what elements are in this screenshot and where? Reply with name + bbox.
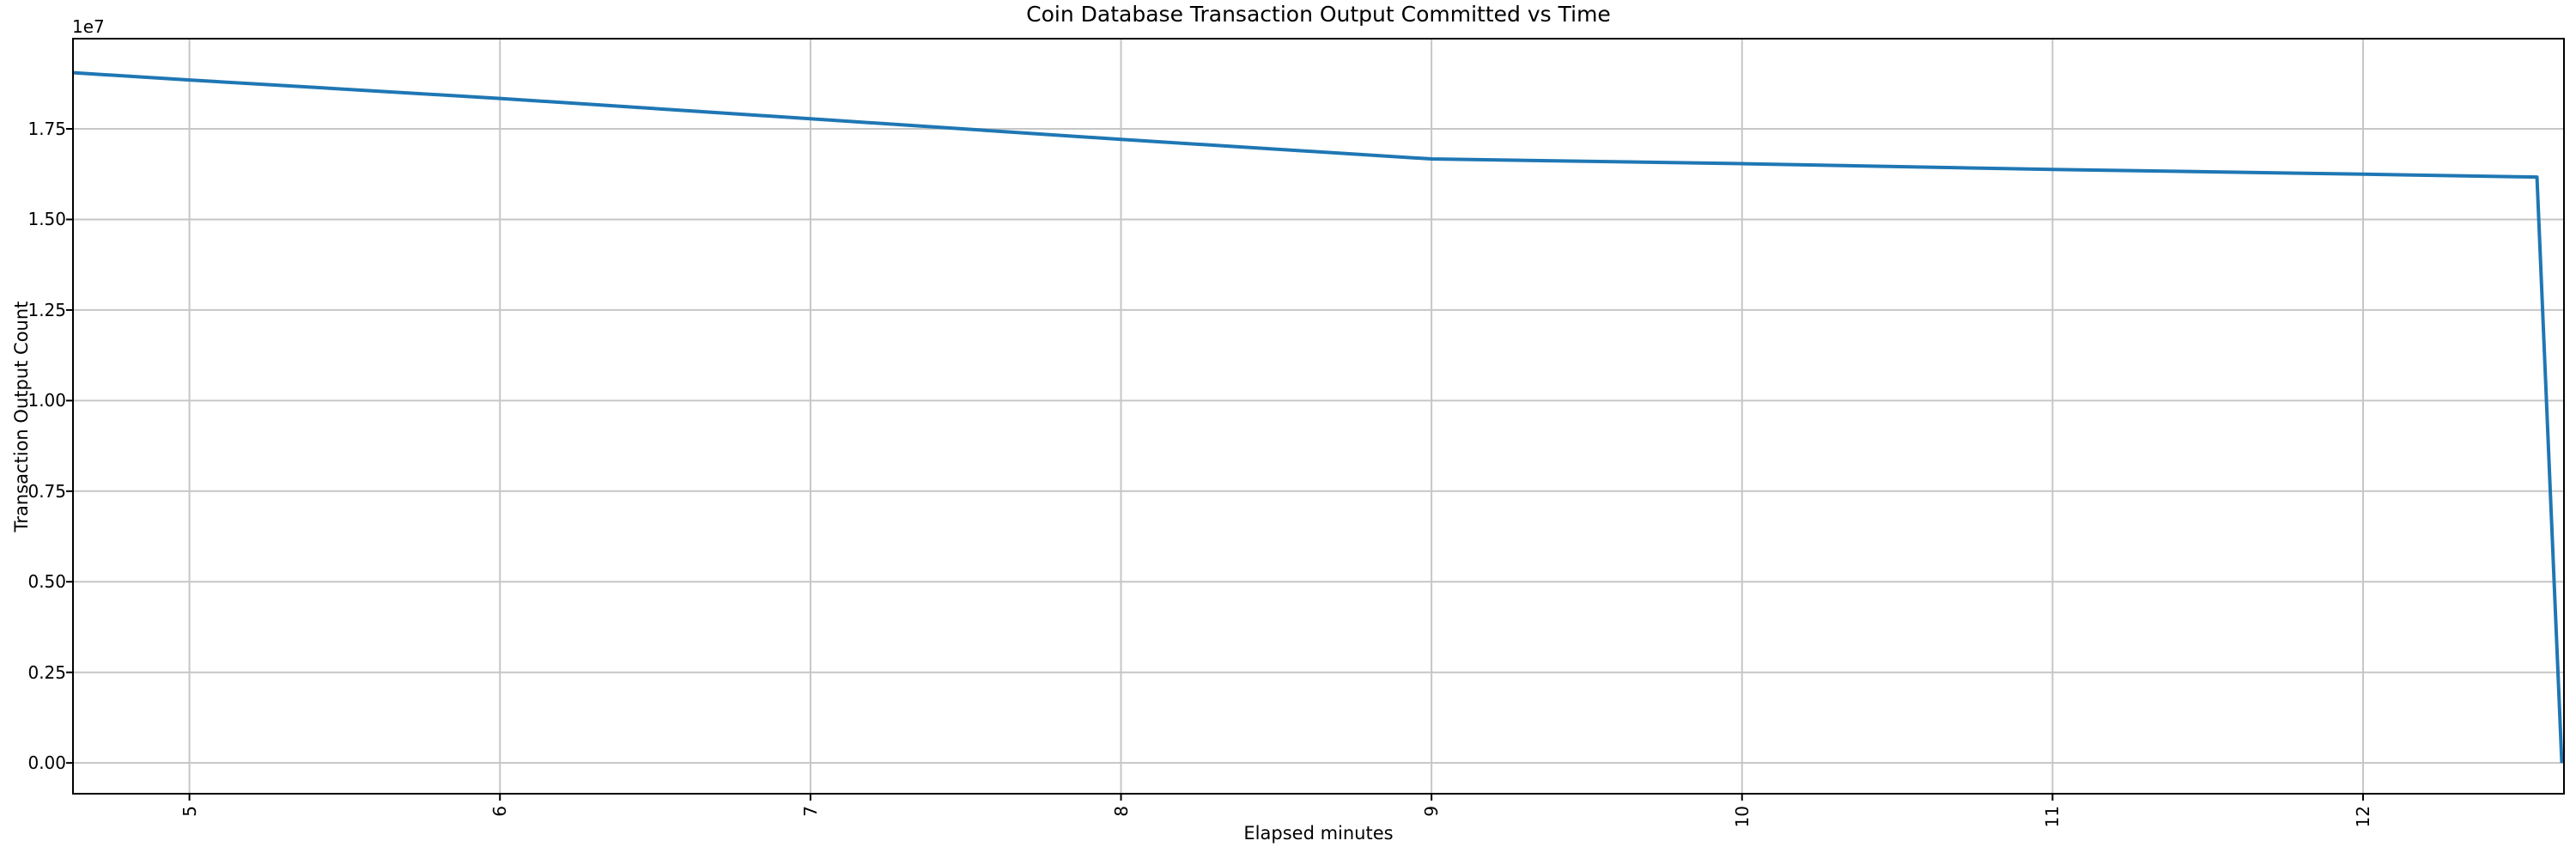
y-tick-label: 0.50 <box>27 571 66 593</box>
y-tick-label: 1.75 <box>27 119 66 140</box>
chart-title: Coin Database Transaction Output Committ… <box>1026 2 1611 27</box>
y-tick-label: 0.25 <box>27 661 66 683</box>
x-tick-label: 12 <box>2353 806 2374 828</box>
y-tick-label: 1.25 <box>27 299 66 320</box>
x-axis-label: Elapsed minutes <box>1243 823 1394 844</box>
axes-frame <box>72 38 2565 795</box>
data-line <box>73 70 2564 764</box>
y-axis-offset-label: 1e7 <box>72 16 105 37</box>
x-tick-label: 10 <box>1731 806 1753 828</box>
y-tick-label: 0.00 <box>27 752 66 774</box>
x-tick-label: 6 <box>489 806 511 817</box>
y-tick-label: 0.75 <box>27 480 66 502</box>
y-tick-label: 1.50 <box>27 209 66 230</box>
x-tick-label: 5 <box>179 806 200 817</box>
x-tick-label: 8 <box>1110 806 1132 817</box>
y-tick-label: 1.00 <box>27 390 66 411</box>
x-tick-label: 7 <box>799 806 821 817</box>
x-tick-label: 11 <box>2042 806 2063 828</box>
x-tick-label: 9 <box>1421 806 1443 817</box>
